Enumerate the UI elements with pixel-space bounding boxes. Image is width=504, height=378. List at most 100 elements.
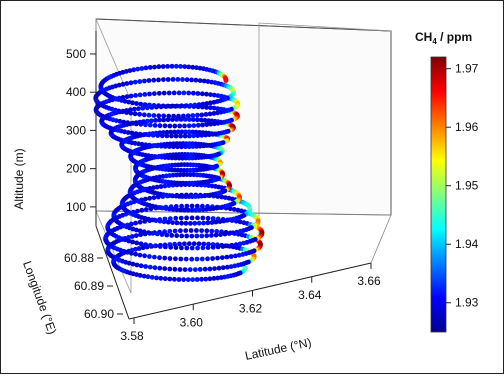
track-point xyxy=(194,203,200,209)
track-point xyxy=(133,246,138,252)
track-point xyxy=(186,194,192,200)
track-point xyxy=(174,103,180,109)
track-point xyxy=(178,117,184,122)
track-point xyxy=(187,267,193,272)
track-point xyxy=(136,106,141,112)
track-point xyxy=(201,220,207,226)
track-point xyxy=(166,90,172,96)
track-point xyxy=(199,276,205,282)
track-point xyxy=(207,206,213,212)
track-point xyxy=(179,129,185,135)
track-point xyxy=(123,69,129,74)
track-point xyxy=(151,195,157,201)
colorbar-tick-label: 1.97 xyxy=(455,62,479,76)
track-point xyxy=(192,102,198,108)
track-point xyxy=(162,266,168,271)
track-point xyxy=(156,64,162,70)
track-point xyxy=(231,207,237,212)
track-point xyxy=(202,266,208,272)
track-point xyxy=(178,64,183,69)
track-point xyxy=(172,276,177,282)
track-point xyxy=(183,155,189,161)
track-point xyxy=(124,94,130,100)
track-point xyxy=(165,219,171,225)
track-point xyxy=(157,244,163,249)
track-point xyxy=(236,252,242,258)
track-point xyxy=(206,132,212,138)
track-point xyxy=(178,228,183,234)
track-point xyxy=(178,256,184,262)
track-point xyxy=(195,112,200,118)
track-point xyxy=(237,219,243,225)
track-point xyxy=(178,133,184,139)
track-point xyxy=(179,103,185,109)
track-point xyxy=(200,122,206,128)
track-point xyxy=(150,143,156,149)
track-point xyxy=(190,113,196,118)
track-point xyxy=(202,117,208,123)
track-point xyxy=(200,207,206,213)
track-point xyxy=(218,275,224,280)
track-point xyxy=(207,266,213,272)
track-point xyxy=(197,207,202,213)
track-point xyxy=(179,245,184,251)
track-point xyxy=(195,133,201,139)
track-point xyxy=(181,113,186,119)
track-point xyxy=(132,79,138,85)
y-axis-line xyxy=(95,225,130,320)
track-point xyxy=(137,228,143,234)
track-point xyxy=(177,267,183,272)
track-point xyxy=(126,235,131,240)
box-edge-floor-right xyxy=(370,214,392,264)
y-axis-label: Longitude (°E) xyxy=(20,259,59,336)
track-point xyxy=(196,220,202,226)
colorbar-title-main: CH xyxy=(415,30,432,44)
x-axis-ticks: 3.58 3.60 3.62 3.64 3.66 xyxy=(120,263,381,343)
track-point xyxy=(143,122,148,128)
track-point xyxy=(178,207,184,213)
track-point xyxy=(211,111,217,116)
track-point xyxy=(204,101,210,106)
track-point xyxy=(172,123,178,129)
colorbar-title: CH4 / ppm xyxy=(415,30,472,46)
track-point xyxy=(208,92,213,97)
track-point xyxy=(210,216,216,221)
track-point xyxy=(146,230,151,236)
colorbar-tick-label: 1.93 xyxy=(455,296,479,310)
track-point xyxy=(186,144,192,150)
track-point xyxy=(128,80,134,86)
track-point xyxy=(151,185,156,191)
track-point xyxy=(175,77,181,82)
track-point xyxy=(147,65,153,70)
track-point xyxy=(183,228,189,234)
track-point xyxy=(190,144,196,149)
track-point xyxy=(188,172,193,178)
x-tick-label: 3.62 xyxy=(239,302,263,316)
track-point xyxy=(184,233,190,239)
track-point xyxy=(199,256,205,262)
track-point xyxy=(171,113,177,119)
track-point xyxy=(177,172,183,178)
track-point xyxy=(146,132,152,138)
track-point xyxy=(173,155,179,161)
track-point xyxy=(204,91,209,97)
track-point xyxy=(184,77,190,83)
track-point xyxy=(152,254,157,260)
track-point xyxy=(117,118,123,124)
colorbar-scale xyxy=(430,56,447,333)
track-point xyxy=(183,144,188,150)
track-point xyxy=(230,230,236,236)
track-point xyxy=(152,91,157,96)
track-point xyxy=(189,256,195,262)
x-tick-label: 3.66 xyxy=(357,274,381,288)
track-point xyxy=(196,241,202,247)
track-point xyxy=(215,275,221,281)
track-point xyxy=(183,103,189,108)
track-point xyxy=(188,228,194,233)
track-point xyxy=(183,256,189,262)
track-point xyxy=(174,172,180,178)
track-point xyxy=(172,228,178,234)
track-point xyxy=(196,102,202,107)
track-point xyxy=(129,221,134,227)
z-axis-ticks: 100 200 300 400 500 xyxy=(66,47,96,214)
